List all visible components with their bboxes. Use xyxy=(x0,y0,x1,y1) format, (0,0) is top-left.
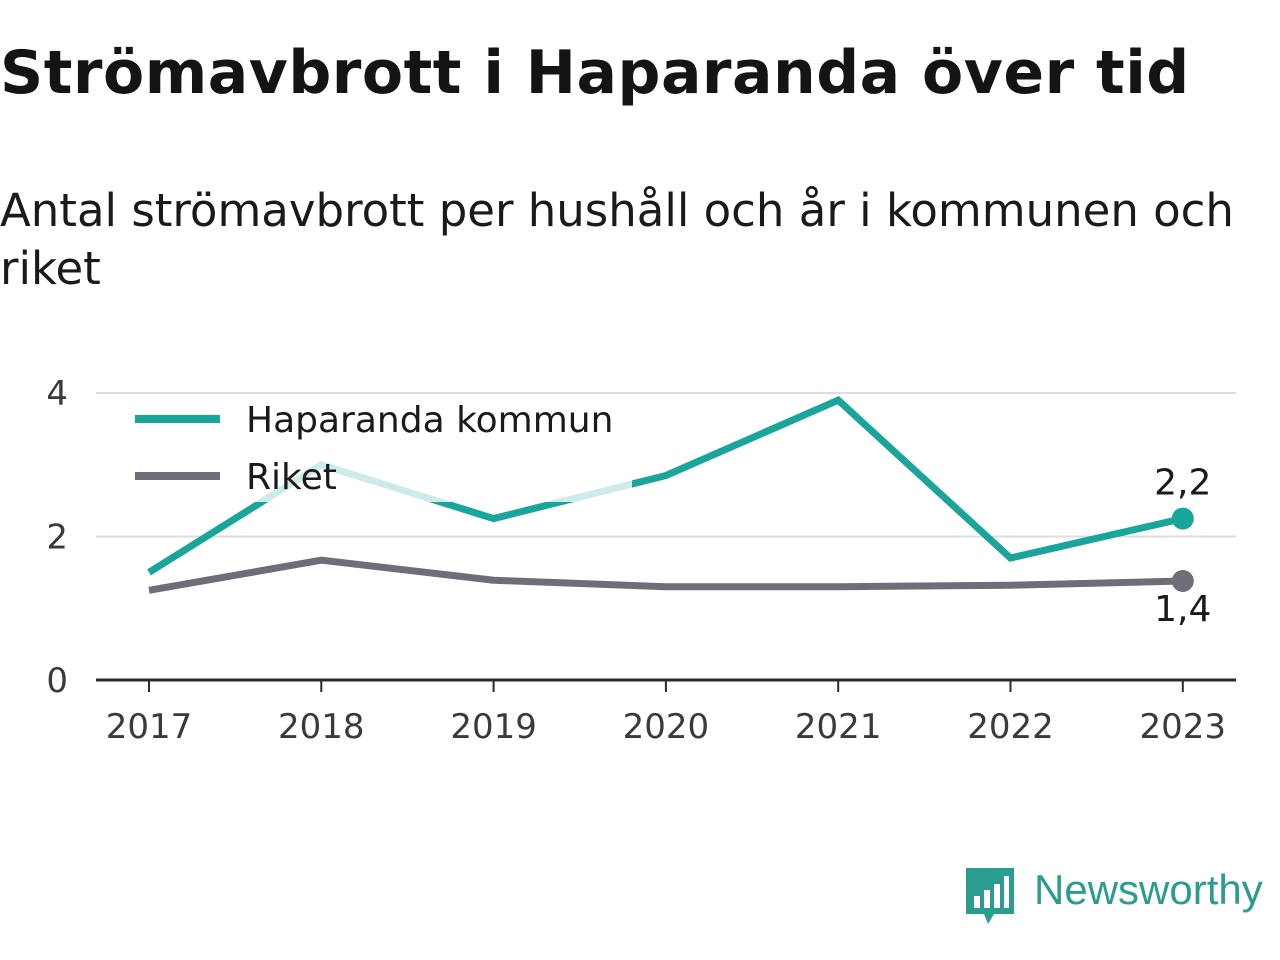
chart-subtitle: Antal strömavbrott per hushåll och år i … xyxy=(0,184,1234,295)
y-axis-ticks: 0 2 4 xyxy=(46,374,68,701)
series-line-riket xyxy=(148,556,1183,594)
end-dot-haparanda xyxy=(1171,507,1194,530)
legend: Haparanda kommun Riket xyxy=(122,394,632,502)
x-tick-label: 2020 xyxy=(623,707,710,747)
newsworthy-logo-icon xyxy=(966,868,1014,924)
x-tick-label: 2022 xyxy=(967,707,1054,747)
end-label-riket: 1,4 xyxy=(1154,589,1211,630)
gridlines xyxy=(96,392,1236,538)
x-tick-label: 2023 xyxy=(1140,707,1227,747)
y-tick-label: 2 xyxy=(46,518,68,558)
legend-label-riket: Riket xyxy=(246,457,337,498)
x-tick-label: 2018 xyxy=(278,707,365,747)
legend-label-haparanda: Haparanda kommun xyxy=(246,400,613,441)
y-tick-label: 0 xyxy=(46,661,68,701)
y-tick-label: 4 xyxy=(46,374,68,414)
brand-name: Newsworthy xyxy=(1034,866,1263,913)
x-tick-label: 2019 xyxy=(450,707,537,747)
newsworthy-logo[interactable]: Newsworthy xyxy=(964,864,1280,930)
x-tick-label: 2021 xyxy=(795,707,882,747)
x-axis: 2017 2018 2019 2020 2021 2022 2023 xyxy=(96,678,1236,747)
legend-background xyxy=(122,394,632,502)
x-tick-label: 2017 xyxy=(106,707,193,747)
end-dot-riket xyxy=(1171,569,1194,592)
end-markers: 2,2 1,4 xyxy=(1154,463,1211,630)
end-label-haparanda: 2,2 xyxy=(1154,463,1211,504)
chart-title: Strömavbrott i Haparanda över tid xyxy=(0,38,1190,108)
